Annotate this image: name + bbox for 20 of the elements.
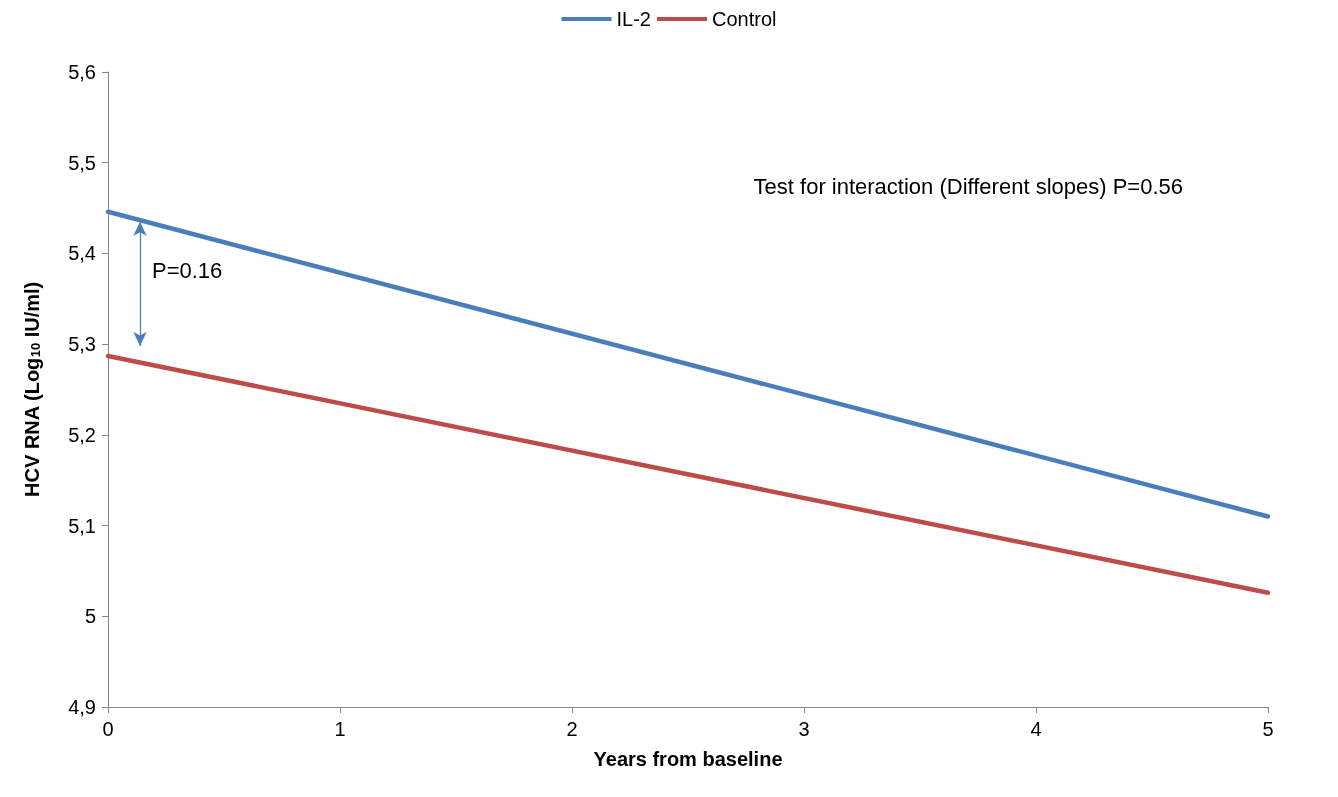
x-tick-label: 5 — [1262, 718, 1274, 740]
legend-label: IL-2 — [616, 8, 651, 30]
y-tick-label: 5,3 — [68, 333, 96, 356]
annotation: Test for interaction (Different slopes) P=0.56 — [753, 173, 1183, 199]
x-axis-title: Years from baseline — [593, 748, 783, 770]
x-tick-label: 0 — [102, 718, 114, 740]
annotation: P=0.16 — [152, 258, 223, 284]
y-tick-label: 5,4 — [68, 242, 96, 265]
y-tick-label: 5,2 — [68, 423, 96, 446]
y-tick-label: 5,5 — [68, 151, 96, 174]
x-tick-label: 1 — [334, 718, 346, 740]
y-axis-title: HCV RNA (Log10 IU/ml) — [20, 281, 43, 497]
y-tick-label: 5 — [84, 605, 96, 628]
y-tick-label: 4,9 — [68, 696, 96, 718]
x-tick-label: 2 — [566, 718, 578, 740]
y-tick-label: 5,1 — [68, 514, 96, 537]
x-tick-label: 4 — [1030, 718, 1042, 740]
legend-label: Control — [712, 8, 777, 30]
y-tick-label: 5,6 — [68, 61, 96, 83]
x-tick-label: 3 — [798, 718, 810, 740]
